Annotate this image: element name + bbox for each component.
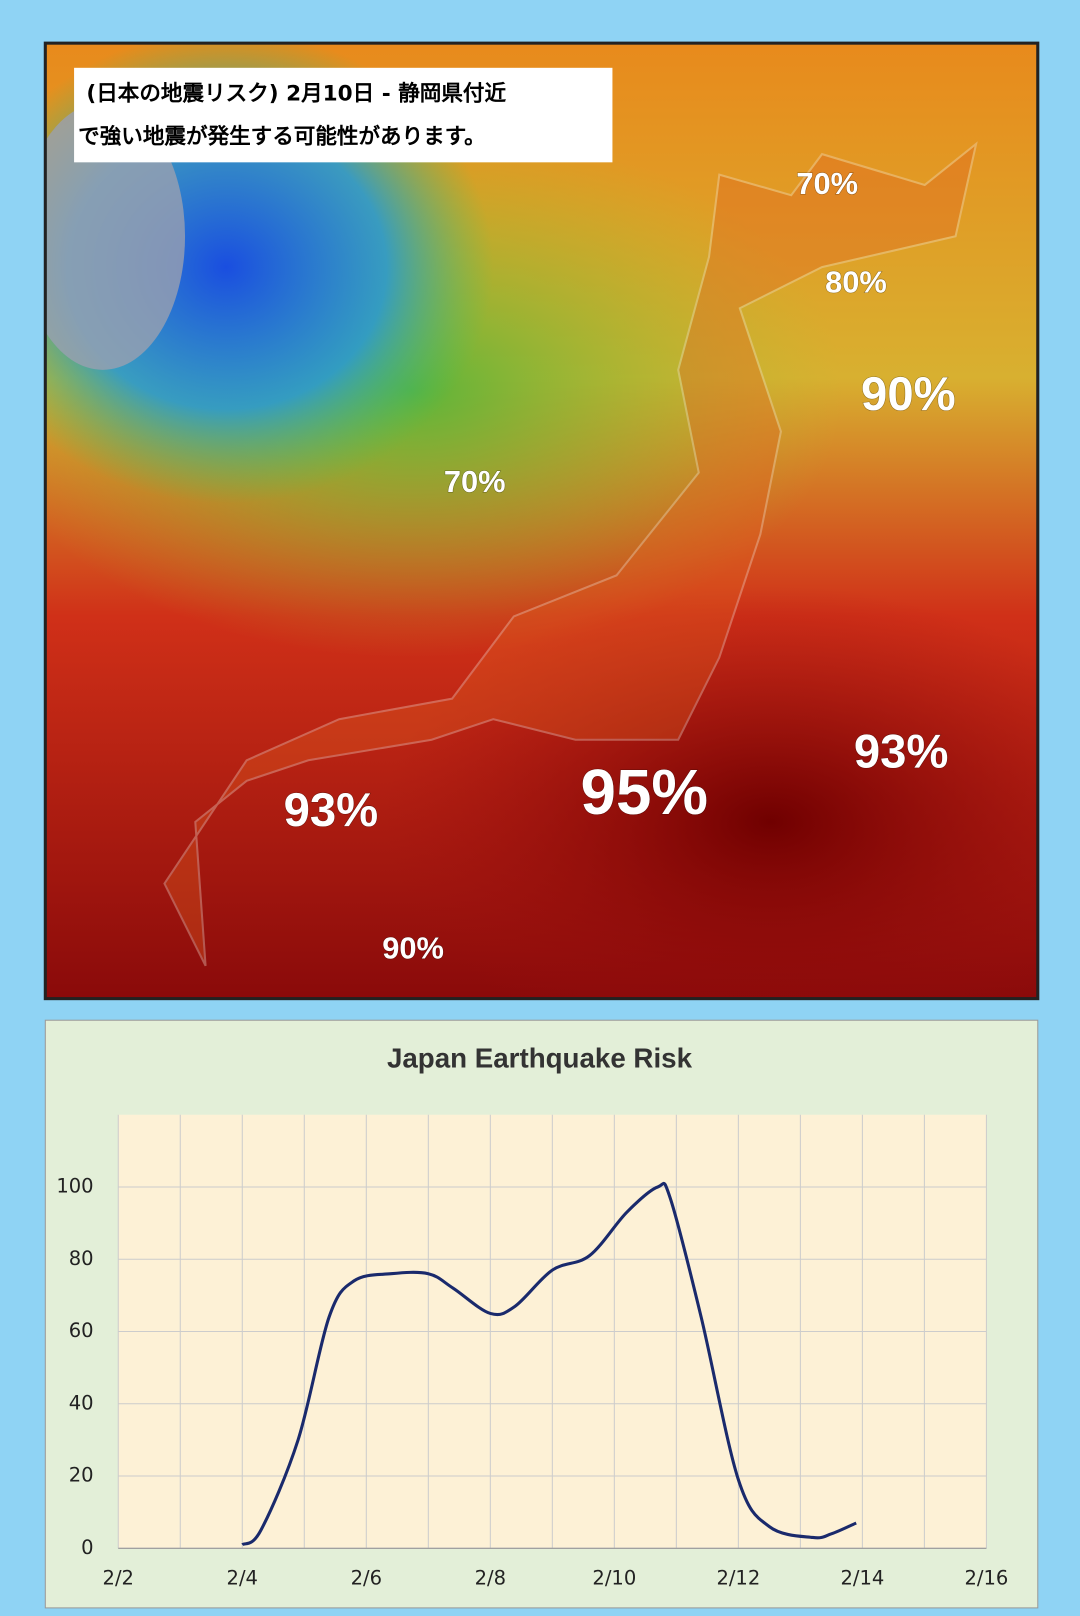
caption-box	[74, 67, 613, 163]
y-tick-label: 100	[56, 1174, 93, 1197]
risk-label: 93%	[854, 726, 949, 779]
risk-label: 93%	[284, 784, 379, 837]
map-labels: 70% 80% 90% 70% 93% 95% 93% 90%	[283, 166, 956, 966]
y-tick-label: 40	[69, 1391, 94, 1414]
x-tick-label: 2/14	[840, 1567, 884, 1590]
x-tick-label: 2/4	[227, 1567, 258, 1590]
risk-label: 95%	[581, 757, 708, 828]
y-tick-label: 0	[81, 1536, 93, 1559]
risk-label: 90%	[382, 930, 444, 965]
map-caption: (日本の地震リスク) 2月10日 - 静岡県付近	[86, 81, 506, 107]
y-tick-label: 20	[69, 1464, 94, 1487]
y-tick-label: 60	[69, 1319, 94, 1342]
y-tick-label: 80	[69, 1247, 94, 1270]
risk-label: 70%	[796, 166, 858, 201]
x-tick-label: 2/10	[592, 1567, 636, 1590]
x-tick-label: 2/16	[964, 1567, 1008, 1590]
risk-line	[241, 1181, 857, 1547]
x-tick-label: 2/2	[103, 1567, 134, 1590]
chart: 0 20 40 60 80 100 2/2 2/4 2/6 2/8 2/10 2/12 2/14 2/16	[56, 1114, 1008, 1590]
risk-map	[45, 43, 1038, 999]
x-tick-label: 2/12	[716, 1567, 760, 1590]
chart-title: Japan Earthquake Risk	[387, 1043, 693, 1074]
risk-label: 80%	[825, 265, 887, 300]
x-tick-label: 2/8	[475, 1567, 506, 1590]
risk-label: 70%	[444, 464, 506, 499]
risk-label: 90%	[861, 368, 956, 421]
map-caption: で強い地震が発生する可能性があります。	[78, 124, 486, 150]
map-frame	[43, 41, 1040, 1001]
x-tick-label: 2/6	[351, 1567, 382, 1590]
